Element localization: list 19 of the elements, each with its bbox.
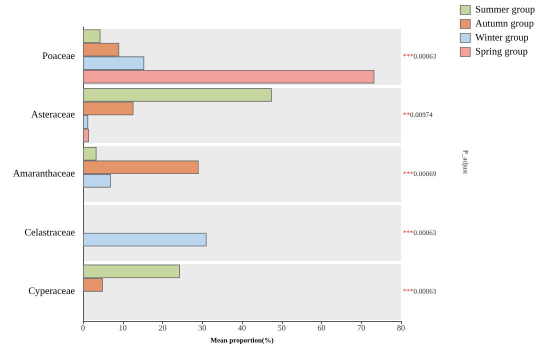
x-tick-label: 40 xyxy=(238,324,246,333)
legend-label: Autumn group xyxy=(475,18,534,30)
x-tick-label: 30 xyxy=(198,324,206,333)
x-tick-label: 70 xyxy=(357,324,366,333)
y-tick-label: Cyperaceae xyxy=(28,286,76,298)
y-tick-label: Amaranthaceae xyxy=(12,168,76,180)
bar xyxy=(83,232,207,246)
legend-label: Summer group xyxy=(475,4,535,16)
x-tick-label: 50 xyxy=(278,324,286,333)
legend-label: Winter group xyxy=(475,32,528,44)
y-tick-label: Asteraceae xyxy=(31,110,76,121)
x-tick-label: 0 xyxy=(81,324,85,333)
x-tick-label: 80 xyxy=(397,324,405,333)
y-tick-label: Celastraceae xyxy=(24,227,76,238)
legend-label: Spring group xyxy=(475,46,528,58)
y-tick-label: Poaceae xyxy=(42,50,76,62)
x-tick-label: 20 xyxy=(158,324,166,333)
x-tick-label: 10 xyxy=(118,324,127,333)
x-tick-label: 60 xyxy=(318,324,326,333)
